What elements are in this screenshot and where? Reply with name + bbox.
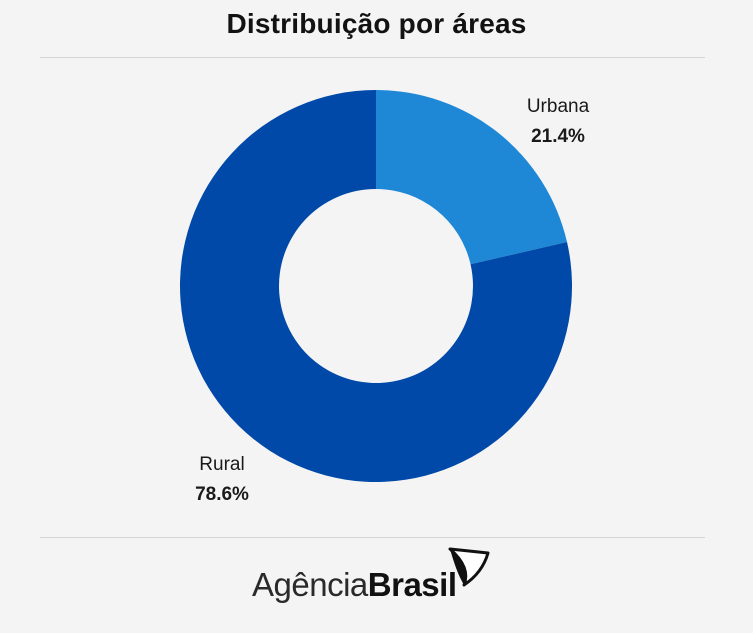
agencia-brasil-logo: AgênciaBrasil	[252, 566, 457, 604]
logo-text-light: Agência	[252, 566, 368, 603]
slice-label-urbana: Urbana	[527, 96, 590, 117]
slice-urbana	[376, 90, 568, 265]
logo-mark-icon	[448, 547, 490, 587]
bottom-divider	[40, 537, 705, 538]
logo-text-bold: Brasil	[367, 566, 457, 603]
slice-label-rural: Rural	[199, 454, 244, 475]
top-divider	[40, 57, 705, 58]
slice-value-urbana: 21.4%	[531, 126, 585, 147]
slice-rural	[179, 90, 572, 483]
chart-title: Distribuição por áreas	[226, 8, 527, 39]
slice-value-rural: 78.6%	[195, 484, 249, 505]
